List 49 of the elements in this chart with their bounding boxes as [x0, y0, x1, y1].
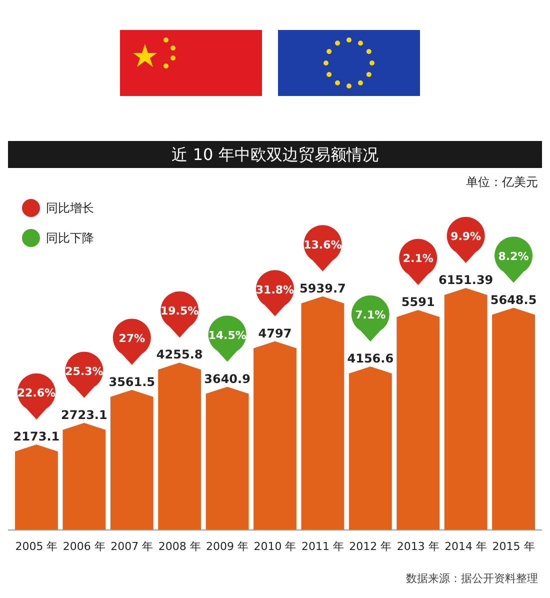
bar — [301, 296, 344, 530]
annotation: 14.5% — [208, 328, 246, 342]
data-label: 5591 — [401, 295, 435, 310]
x-tick-label: 2007 年 — [110, 540, 154, 553]
bar — [158, 362, 202, 530]
bar — [110, 390, 154, 530]
annotation: 7.1% — [355, 308, 386, 322]
text: 8.2% — [498, 250, 529, 263]
annotation: 31.8% — [256, 283, 294, 296]
bar — [348, 366, 392, 530]
bar — [492, 308, 535, 530]
legend-label: 同比增长 — [46, 201, 94, 215]
text: 13.6% — [304, 238, 342, 252]
annotation: 27% — [118, 332, 146, 345]
x-tick-label: 2013 年 — [396, 540, 440, 553]
x-tick-label: 2011 年 — [301, 540, 344, 553]
legend-label: 同比下降 — [46, 231, 94, 245]
annotation: 19.5% — [160, 304, 199, 318]
data-label: 5648.5 — [490, 292, 537, 307]
bar — [15, 444, 58, 530]
data-label: 4797 — [258, 326, 292, 340]
x-tick-label: 2015 年 — [492, 540, 535, 553]
source-note: 数据来源：据公开资料整理 — [406, 572, 538, 585]
x-tick-label: 2006 年 — [62, 540, 106, 553]
data-label: 4255.8 — [156, 348, 203, 362]
bar — [444, 288, 488, 530]
x-tick-label: 2010 年 — [254, 540, 296, 553]
data-label: 3640.9 — [204, 372, 250, 386]
annotation: 22.6% — [17, 386, 56, 400]
data-label: 5939.7 — [300, 281, 346, 296]
x-tick-label: 2008 年 — [158, 540, 201, 553]
data-label: 3561.5 — [108, 374, 156, 389]
data-label: 2173.1 — [13, 430, 60, 444]
bar — [206, 386, 249, 530]
data-label: 4156.6 — [347, 351, 394, 366]
text: 2.1% — [402, 252, 434, 266]
x-tick-label: 2005 年 — [15, 540, 58, 553]
chart-title: 近 10 年中欧双边贸易额情况 — [172, 145, 378, 164]
x-tick-label: 2009 年 — [206, 540, 249, 553]
x-tick-label: 2014 年 — [444, 540, 488, 553]
annotation: 25.3% — [65, 364, 104, 378]
data-label: 6151.39 — [438, 273, 494, 287]
chart-subtitle: 单位：亿美元 — [466, 175, 538, 189]
text: 9.9% — [450, 230, 482, 243]
bar — [62, 422, 106, 530]
x-tick-label: 2012 年 — [349, 540, 392, 553]
data-label: 2723.1 — [61, 408, 108, 422]
bar — [396, 310, 440, 530]
bar — [254, 341, 296, 530]
